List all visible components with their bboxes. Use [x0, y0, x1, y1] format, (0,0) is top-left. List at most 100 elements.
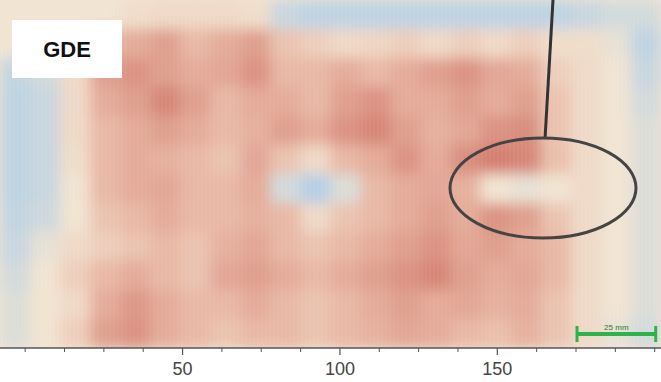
scan-line: [614, 0, 615, 348]
scan-line: [510, 0, 511, 348]
heatmap-cell: [481, 29, 512, 59]
heatmap-cell: [481, 261, 512, 291]
x-tick-label: 100: [325, 359, 355, 379]
x-minor-tick: [143, 348, 144, 352]
scan-line: [10, 0, 11, 348]
scan-line: [590, 0, 591, 348]
heatmap-cell: [361, 58, 392, 88]
scan-line: [278, 0, 279, 348]
scan-line: [642, 0, 643, 348]
heatmap-cell: [601, 290, 632, 320]
scan-line: [650, 0, 651, 348]
scan-line: [594, 0, 595, 348]
scan-line: [262, 0, 263, 348]
scan-line: [174, 0, 175, 348]
scan-line: [382, 0, 383, 348]
heatmap-cell: [90, 261, 121, 291]
scan-line: [478, 0, 479, 348]
x-minor-tick: [261, 348, 262, 352]
x-tick-label: 50: [173, 359, 193, 379]
scan-line: [354, 0, 355, 348]
scan-line: [226, 0, 227, 348]
scan-line: [542, 0, 543, 348]
heatmap-cell: [541, 145, 572, 175]
heatmap-cell: [601, 29, 632, 59]
scan-line: [250, 0, 251, 348]
scan-line: [390, 0, 391, 348]
heatmap-cell: [601, 116, 632, 146]
heatmap-cell: [481, 174, 512, 204]
heatmap-cell: [421, 319, 452, 348]
scan-line: [494, 0, 495, 348]
heatmap-cell: [30, 174, 61, 204]
heatmap-cell: [90, 87, 121, 117]
scan-line: [558, 0, 559, 348]
heatmap-cell: [541, 174, 572, 204]
heatmap-cell: [541, 0, 572, 30]
heatmap-cell: [421, 290, 452, 320]
scan-line: [410, 0, 411, 348]
heatmap-cell: [30, 232, 61, 262]
scan-line: [170, 0, 171, 348]
scale-bar-line: [577, 332, 656, 336]
scan-line: [306, 0, 307, 348]
heatmap-cell: [361, 232, 392, 262]
scan-line: [310, 0, 311, 348]
x-minor-tick: [418, 348, 419, 352]
scan-line: [266, 0, 267, 348]
heatmap-cell: [421, 29, 452, 59]
scan-line: [606, 0, 607, 348]
heatmap-cell: [421, 203, 452, 233]
scan-line: [442, 0, 443, 348]
scan-line: [138, 0, 139, 348]
plot-background: [0, 0, 661, 348]
heatmap-cell: [90, 174, 121, 204]
scan-line: [566, 0, 567, 348]
heatmap-cell: [421, 145, 452, 175]
scale-bar: 25 mm: [577, 323, 656, 342]
heatmap-cell: [601, 232, 632, 262]
heatmap-cell: [30, 145, 61, 175]
scan-line: [638, 0, 639, 348]
x-tick-label: 150: [482, 359, 512, 379]
scan-line: [210, 0, 211, 348]
scan-line: [554, 0, 555, 348]
scan-line: [522, 0, 523, 348]
scan-line: [206, 0, 207, 348]
highlight-ellipse: [450, 138, 636, 238]
chart: 50100150GDE25 mm: [0, 0, 661, 382]
scan-line: [610, 0, 611, 348]
scan-line: [462, 0, 463, 348]
scan-line: [470, 0, 471, 348]
x-minor-tick: [654, 348, 655, 352]
heatmap-cell: [90, 319, 121, 348]
scan-line: [186, 0, 187, 348]
scan-line: [334, 0, 335, 348]
heatmap-cell: [30, 319, 61, 348]
scan-line: [194, 0, 195, 348]
heatmap-cell: [30, 116, 61, 146]
scan-line: [378, 0, 379, 348]
scan-line: [466, 0, 467, 348]
heatmap-cell: [361, 203, 392, 233]
heatmap-cell: [361, 87, 392, 117]
x-minor-tick: [300, 348, 301, 352]
scan-line: [154, 0, 155, 348]
scan-line: [570, 0, 571, 348]
scan-line: [582, 0, 583, 348]
heatmap-cell: [90, 145, 121, 175]
scan-line: [514, 0, 515, 348]
heatmap-cell: [361, 145, 392, 175]
heatmap-cell: [541, 203, 572, 233]
scan-line: [198, 0, 199, 348]
scan-line: [6, 0, 7, 348]
scale-bar-label: 25 mm: [604, 323, 629, 332]
scan-line: [406, 0, 407, 348]
scan-line: [182, 0, 183, 348]
heatmap-cell: [481, 58, 512, 88]
x-minor-tick: [536, 348, 537, 352]
heatmap-cell: [421, 0, 452, 30]
heatmap-cell: [361, 116, 392, 146]
scan-line: [458, 0, 459, 348]
heatmap-cell: [481, 319, 512, 348]
